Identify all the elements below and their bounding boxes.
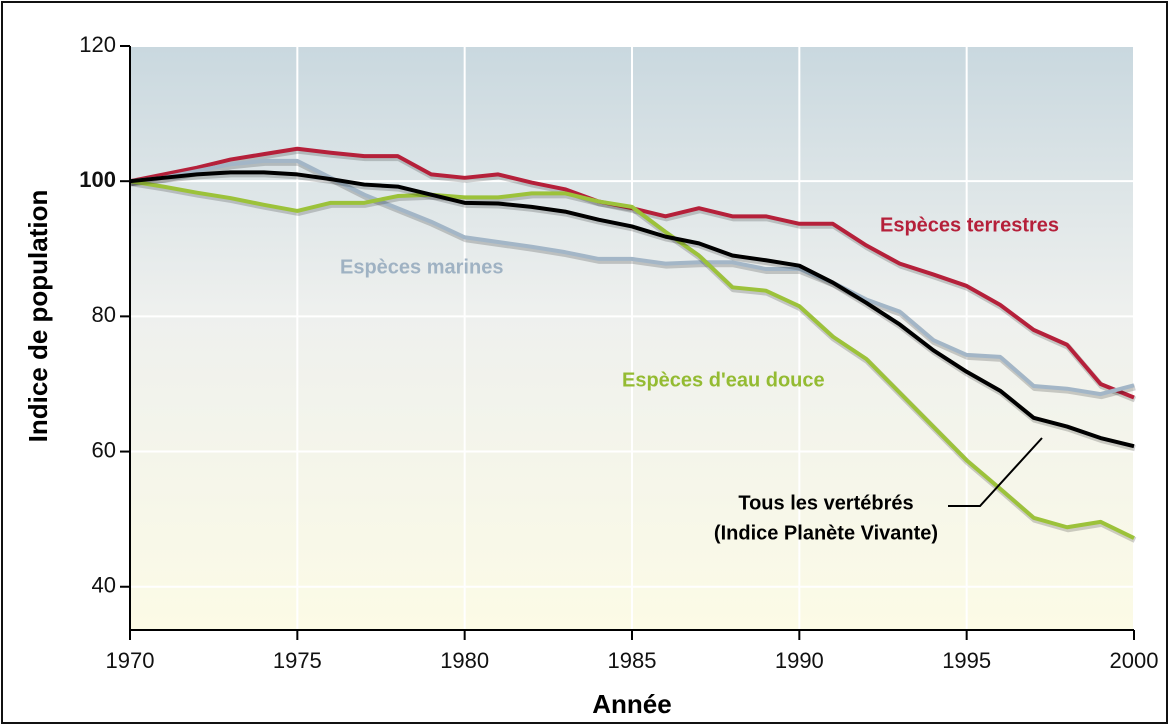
x-tick-label: 1975: [273, 648, 322, 673]
series-line: [129, 170, 1135, 449]
x-tick-label: 2000: [1110, 648, 1159, 673]
y-tick-label: 120: [79, 32, 116, 57]
pointer-line: [948, 437, 1043, 507]
series-label: Espèces marines: [340, 256, 503, 278]
series-label: Espèces terrestres: [880, 214, 1059, 236]
series-label: Espèces d'eau douce: [622, 369, 825, 391]
series-line: [129, 158, 1135, 397]
y-tick-label: 80: [92, 302, 116, 327]
x-tick-label: 1980: [440, 648, 489, 673]
series-line: [129, 179, 1135, 540]
x-axis-title: Année: [592, 689, 671, 719]
series-label: Tous les vertébrés: [738, 492, 913, 514]
x-tick-label: 1970: [106, 648, 155, 673]
y-tick-label: 100: [79, 167, 116, 192]
y-tick-label: 40: [92, 573, 116, 598]
series-label-note: (Indice Planète Vivante): [714, 522, 938, 544]
x-tick-label: 1990: [775, 648, 824, 673]
x-tick-label: 1985: [608, 648, 657, 673]
x-tick-label: 1995: [942, 648, 991, 673]
y-tick-label: 60: [92, 437, 116, 462]
y-axis-title: Indice de population: [23, 190, 53, 443]
